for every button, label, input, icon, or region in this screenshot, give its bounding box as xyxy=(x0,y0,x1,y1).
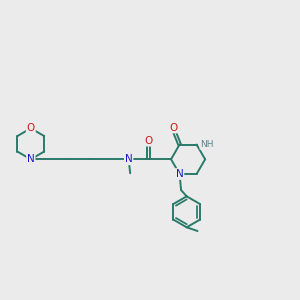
Text: O: O xyxy=(145,136,153,146)
Text: O: O xyxy=(170,122,178,133)
Text: N: N xyxy=(125,154,133,164)
Text: N: N xyxy=(176,169,183,179)
Text: O: O xyxy=(27,123,35,133)
Text: NH: NH xyxy=(200,140,214,149)
Text: N: N xyxy=(27,154,35,164)
